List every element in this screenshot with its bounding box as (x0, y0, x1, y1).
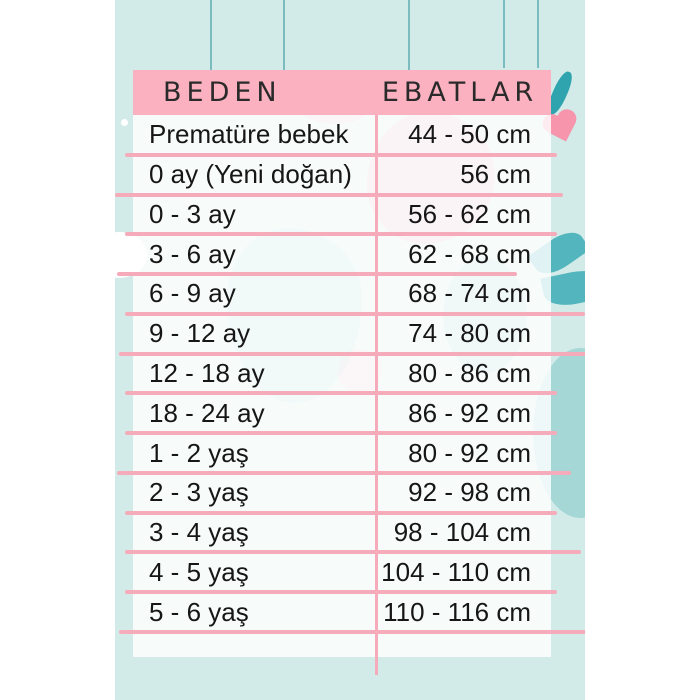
hanging-string-icon (408, 0, 410, 70)
dimensions-cell: 62 - 68 cm (408, 238, 531, 269)
table-row: 18 - 24 ay 86 - 92 cm (125, 393, 557, 435)
size-cell: 1 - 2 yaş (149, 437, 249, 468)
dimensions-cell: 80 - 92 cm (408, 437, 531, 468)
dimensions-cell: 98 - 104 cm (393, 517, 531, 548)
table-row: 3 - 6 ay 62 - 68 cm (117, 234, 551, 276)
table-row: 2 - 3 yaş 92 - 98 cm (125, 473, 557, 515)
size-cell: 5 - 6 yaş (149, 596, 249, 627)
size-cell: 3 - 4 yaş (149, 517, 249, 548)
header-size-column: BEDEN (163, 77, 282, 108)
table-row: 6 - 9 ay 68 - 74 cm (125, 274, 585, 316)
size-cell: 3 - 6 ay (149, 238, 236, 269)
dimensions-cell: 56 - 62 cm (408, 198, 531, 229)
size-cell: 12 - 18 ay (149, 357, 265, 388)
dimensions-cell: 86 - 92 cm (408, 397, 531, 428)
dimensions-cell: 80 - 86 cm (408, 357, 531, 388)
table-row: 0 - 3 ay 56 - 62 cm (125, 195, 557, 237)
size-table-body: Prematüre bebek 44 - 50 cm 0 ay (Yeni doğa… (115, 115, 585, 657)
table-row: Prematüre bebek 44 - 50 cm (125, 115, 557, 157)
dimensions-cell: 104 - 110 cm (381, 556, 531, 587)
sparkle-dot-icon (121, 119, 128, 126)
header-dimensions-column: EBATLAR (381, 77, 539, 108)
product-photo-background: BEDEN EBATLAR Prematüre bebek 44 - 50 cm 0… (115, 0, 585, 700)
size-cell: 6 - 9 ay (149, 278, 236, 309)
dimensions-cell: 110 - 116 cm (383, 596, 531, 627)
table-row: 9 - 12 ay 74 - 80 cm (119, 314, 585, 356)
table-row: 0 ay (Yeni doğan) 56 cm (115, 155, 563, 197)
size-cell: 0 ay (Yeni doğan) (149, 159, 352, 190)
size-cell: 2 - 3 yaş (149, 477, 249, 508)
size-cell: Prematüre bebek (149, 119, 349, 150)
dimensions-cell: 56 cm (460, 159, 531, 190)
size-cell: 0 - 3 ay (149, 198, 236, 229)
hanging-string-icon (537, 0, 539, 68)
size-cell: 9 - 12 ay (149, 318, 251, 349)
hanging-string-icon (210, 0, 212, 70)
size-chart-card: BEDEN EBATLAR Prematüre bebek 44 - 50 cm 0… (115, 70, 585, 675)
table-row: 1 - 2 yaş 80 - 92 cm (117, 433, 571, 475)
table-row: 4 - 5 yaş 104 - 110 cm (125, 552, 557, 594)
dimensions-cell: 74 - 80 cm (408, 318, 531, 349)
column-divider-line (375, 115, 378, 675)
table-row: 3 - 4 yaş 98 - 104 cm (125, 513, 581, 555)
size-table-header: BEDEN EBATLAR (133, 70, 551, 115)
dimensions-cell: 92 - 98 cm (408, 477, 531, 508)
dimensions-cell: 44 - 50 cm (408, 119, 531, 150)
table-row: 5 - 6 yaş 110 - 116 cm (119, 592, 585, 634)
dimensions-cell: 68 - 74 cm (408, 278, 531, 309)
hanging-string-icon (503, 0, 505, 68)
table-row: 12 - 18 ay 80 - 86 cm (125, 354, 557, 396)
size-cell: 4 - 5 yaş (149, 556, 249, 587)
hanging-string-icon (283, 0, 285, 70)
size-cell: 18 - 24 ay (149, 397, 265, 428)
